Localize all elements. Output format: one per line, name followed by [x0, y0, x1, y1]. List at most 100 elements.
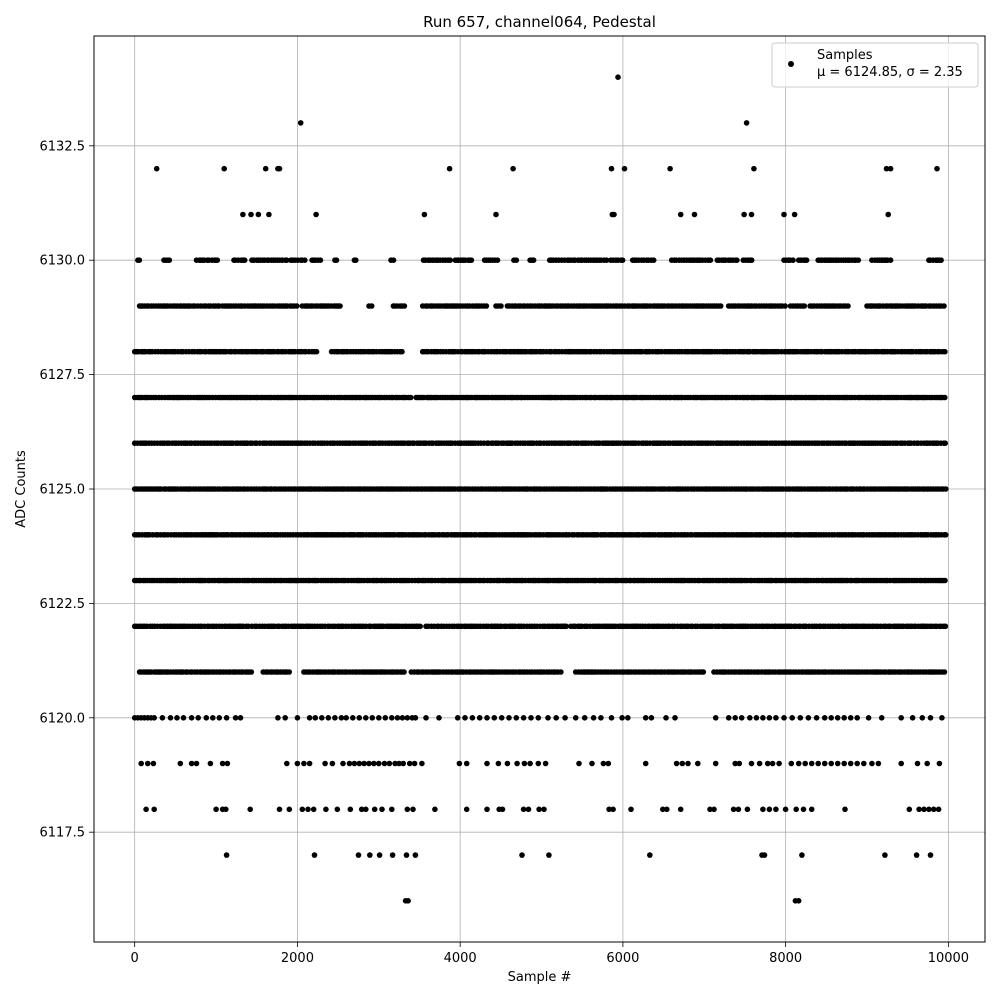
data-point	[735, 806, 742, 813]
data-point	[799, 852, 805, 858]
data-point	[313, 211, 319, 218]
data-point	[793, 806, 799, 813]
data-point	[535, 760, 542, 767]
data-point	[417, 623, 424, 630]
data-point	[841, 715, 847, 721]
data-point	[513, 715, 520, 721]
data-point	[751, 165, 757, 172]
data-point	[294, 715, 301, 721]
data-point	[353, 257, 359, 264]
data-point	[266, 211, 272, 218]
y-tick-label: 6127.5	[40, 368, 86, 383]
data-point	[423, 715, 429, 721]
data-point	[927, 715, 934, 721]
data-point	[611, 211, 617, 218]
data-point	[255, 211, 262, 218]
data-point	[878, 715, 885, 721]
legend-series-name: Samples	[817, 48, 873, 63]
data-point	[343, 715, 350, 721]
data-point	[463, 760, 470, 767]
data-point	[887, 257, 894, 264]
data-point	[898, 760, 904, 767]
data-point	[766, 806, 773, 813]
data-point	[356, 760, 363, 767]
data-point	[916, 806, 922, 813]
data-point	[734, 257, 740, 264]
data-point	[371, 760, 377, 767]
data-point	[355, 852, 362, 858]
data-point	[782, 303, 788, 309]
data-point	[769, 760, 776, 767]
data-point	[663, 715, 669, 721]
data-point	[282, 715, 289, 721]
data-point	[815, 760, 821, 767]
data-point	[404, 715, 411, 721]
data-point	[174, 715, 180, 721]
data-point	[542, 760, 549, 767]
data-point	[695, 760, 701, 767]
data-point	[144, 760, 151, 767]
data-point	[919, 715, 926, 721]
data-point	[790, 257, 796, 264]
data-point	[400, 760, 407, 767]
data-point	[938, 257, 944, 264]
data-point	[203, 715, 210, 721]
data-point	[924, 760, 930, 767]
data-point	[748, 211, 755, 218]
data-point	[338, 715, 345, 721]
x-tick-label: 8000	[769, 951, 802, 966]
data-point	[942, 623, 949, 630]
data-point	[407, 394, 414, 401]
data-point	[935, 806, 942, 813]
data-point	[788, 760, 795, 767]
data-point	[943, 532, 949, 538]
data-point	[625, 715, 631, 721]
data-point	[237, 715, 244, 721]
data-point	[334, 806, 341, 813]
y-axis-label: ADC Counts	[14, 450, 29, 528]
data-point	[615, 74, 621, 80]
data-point	[845, 303, 851, 309]
data-point	[436, 715, 442, 721]
data-point	[340, 760, 346, 767]
data-point	[747, 715, 753, 721]
data-point	[741, 211, 747, 218]
data-point	[730, 806, 737, 813]
data-point	[934, 165, 940, 172]
data-point	[642, 760, 649, 767]
data-point	[484, 806, 490, 813]
data-point	[399, 715, 406, 721]
data-point	[143, 806, 149, 813]
data-point	[499, 806, 506, 813]
data-point	[310, 806, 317, 813]
data-point	[484, 715, 490, 721]
data-point	[707, 257, 714, 264]
data-point	[572, 715, 579, 721]
data-point	[834, 715, 841, 721]
data-point	[685, 760, 691, 767]
data-point	[432, 806, 438, 813]
data-point	[519, 852, 525, 858]
data-point	[673, 760, 680, 767]
data-point	[791, 211, 798, 218]
data-point	[350, 715, 356, 721]
data-point	[527, 760, 533, 767]
data-point	[498, 715, 505, 721]
data-point	[766, 715, 773, 721]
legend-marker	[788, 61, 794, 67]
data-point	[150, 760, 157, 767]
data-point	[883, 165, 890, 172]
data-point	[842, 806, 848, 813]
data-point	[712, 760, 719, 767]
y-tick-label: 6117.5	[40, 826, 86, 841]
data-point	[369, 715, 376, 721]
data-point	[677, 211, 684, 218]
data-point	[494, 257, 501, 264]
data-point	[454, 715, 461, 721]
data-point	[600, 760, 607, 767]
data-points	[131, 74, 949, 904]
y-axis-ticks: 6117.5 6120.0 6122.5 6125.0 6127.5 6130.0 6132…	[40, 139, 94, 841]
data-point	[648, 715, 655, 721]
data-point	[628, 806, 634, 813]
